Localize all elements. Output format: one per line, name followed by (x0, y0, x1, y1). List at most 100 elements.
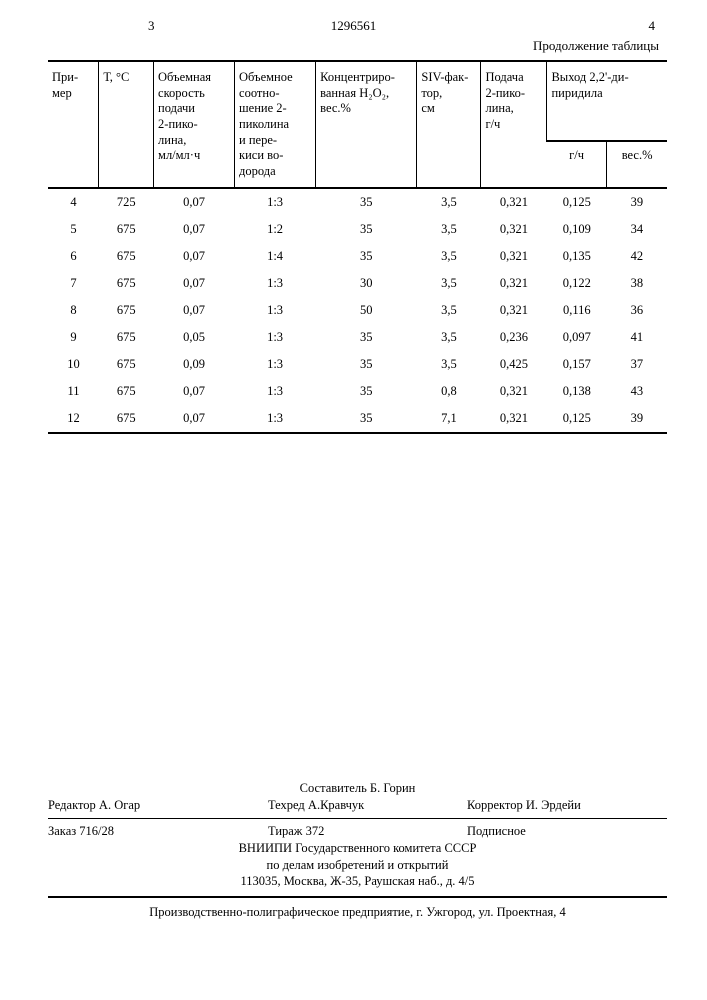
table-cell: 0,157 (547, 351, 607, 378)
col-h2o2: Концентриро-ванная H₂O₂,вес.% (316, 61, 417, 188)
table-row: 56750,071:2353,50,3210,10934 (48, 216, 667, 243)
table-cell: 10 (48, 351, 99, 378)
table-cell: 35 (316, 324, 417, 351)
table-cell: 0,07 (154, 243, 235, 270)
table-cell: 39 (607, 405, 667, 433)
table-cell: 35 (316, 243, 417, 270)
col-yield: Выход 2,2'-ди-пиридила (547, 61, 667, 141)
table-cell: 0,07 (154, 270, 235, 297)
data-table: При-мер Т, °С Объемнаяскоростьподачи2-пи… (48, 60, 667, 434)
table-cell: 725 (99, 188, 154, 216)
table-cell: 0,321 (481, 405, 547, 433)
table-cell: 0,122 (547, 270, 607, 297)
table-row: 96750,051:3353,50,2360,09741 (48, 324, 667, 351)
table-cell: 3,5 (417, 270, 481, 297)
table-cell: 1:3 (235, 405, 316, 433)
table-cell: 3,5 (417, 297, 481, 324)
table-cell: 3,5 (417, 243, 481, 270)
table-cell: 0,07 (154, 405, 235, 433)
table-cell: 675 (99, 324, 154, 351)
table-cell: 675 (99, 405, 154, 433)
org-line-2: по делам изобретений и открытий (48, 857, 667, 874)
table-cell: 35 (316, 216, 417, 243)
table-cell: 0,321 (481, 216, 547, 243)
table-cell: 0,116 (547, 297, 607, 324)
table-cell: 675 (99, 270, 154, 297)
table-cell: 1:3 (235, 297, 316, 324)
table-row: 86750,071:3503,50,3210,11636 (48, 297, 667, 324)
table-cell: 39 (607, 188, 667, 216)
table-cell: 6 (48, 243, 99, 270)
table-cell: 1:3 (235, 188, 316, 216)
table-cell: 0,236 (481, 324, 547, 351)
subscription: Подписное (467, 823, 667, 840)
table-cell: 1:3 (235, 270, 316, 297)
table-row: 126750,071:3357,10,3210,12539 (48, 405, 667, 433)
table-cell: 0,321 (481, 188, 547, 216)
table-cell: 1:3 (235, 351, 316, 378)
table-cell: 11 (48, 378, 99, 405)
table-cell: 1:3 (235, 324, 316, 351)
table-cell: 0,097 (547, 324, 607, 351)
table-cell: 0,07 (154, 188, 235, 216)
table-cell: 3,5 (417, 188, 481, 216)
table-cell: 0,09 (154, 351, 235, 378)
table-cell: 0,321 (481, 378, 547, 405)
col-temp: Т, °С (99, 61, 154, 188)
col-siv: SIV-фак-тор,см (417, 61, 481, 188)
col-volrate: Объемнаяскоростьподачи2-пико-лина,мл/мл·… (154, 61, 235, 188)
table-cell: 675 (99, 378, 154, 405)
table-cell: 0,05 (154, 324, 235, 351)
col-yield-wt: вес.% (607, 141, 667, 189)
editor-label: Редактор (48, 798, 96, 812)
editor-name: А. Огар (99, 798, 140, 812)
corrector-name: И. Эрдейи (526, 798, 581, 812)
page-num-right: 4 (649, 18, 656, 34)
table-cell: 1:4 (235, 243, 316, 270)
printer-line: Производственно-полиграфическое предприя… (48, 904, 667, 921)
col-feed: Подача2-пико-лина,г/ч (481, 61, 547, 188)
table-row: 66750,071:4353,50,3210,13542 (48, 243, 667, 270)
table-cell: 38 (607, 270, 667, 297)
table-cell: 12 (48, 405, 99, 433)
table-cell: 3,5 (417, 216, 481, 243)
table-cell: 7,1 (417, 405, 481, 433)
table-cell: 0,135 (547, 243, 607, 270)
table-row: 116750,071:3350,80,3210,13843 (48, 378, 667, 405)
table-cell: 8 (48, 297, 99, 324)
table-cell: 0,321 (481, 297, 547, 324)
table-cell: 0,07 (154, 378, 235, 405)
table-cell: 0,125 (547, 405, 607, 433)
corrector-label: Корректор (467, 798, 523, 812)
table-cell: 0,425 (481, 351, 547, 378)
col-ratio: Объемноесоотно-шение 2-пиколинаи пере-ки… (235, 61, 316, 188)
table-cell: 35 (316, 378, 417, 405)
table-cell: 35 (316, 188, 417, 216)
table-row: 106750,091:3353,50,4250,15737 (48, 351, 667, 378)
table-cell: 0,07 (154, 297, 235, 324)
table-cell: 675 (99, 243, 154, 270)
table-cell: 1:3 (235, 378, 316, 405)
table-cell: 5 (48, 216, 99, 243)
table-cell: 4 (48, 188, 99, 216)
table-cell: 0,109 (547, 216, 607, 243)
tirage: Тираж 372 (208, 823, 467, 840)
table-cell: 675 (99, 297, 154, 324)
table-cell: 675 (99, 351, 154, 378)
document-number: 1296561 (331, 18, 377, 34)
table-row: 47250,071:3353,50,3210,12539 (48, 188, 667, 216)
page-num-left: 3 (148, 18, 155, 34)
table-cell: 0,138 (547, 378, 607, 405)
table-cell: 7 (48, 270, 99, 297)
col-example: При-мер (48, 61, 99, 188)
table-cell: 41 (607, 324, 667, 351)
table-row: 76750,071:3303,50,3210,12238 (48, 270, 667, 297)
table-cell: 30 (316, 270, 417, 297)
table-cell: 0,07 (154, 216, 235, 243)
address-line: 113035, Москва, Ж-35, Раушская наб., д. … (48, 873, 667, 890)
table-continuation-label: Продолжение таблицы (48, 38, 667, 54)
techred-label: Техред (268, 798, 305, 812)
compiler-line: Составитель Б. Горин (48, 780, 667, 797)
table-cell: 0,321 (481, 243, 547, 270)
table-cell: 34 (607, 216, 667, 243)
